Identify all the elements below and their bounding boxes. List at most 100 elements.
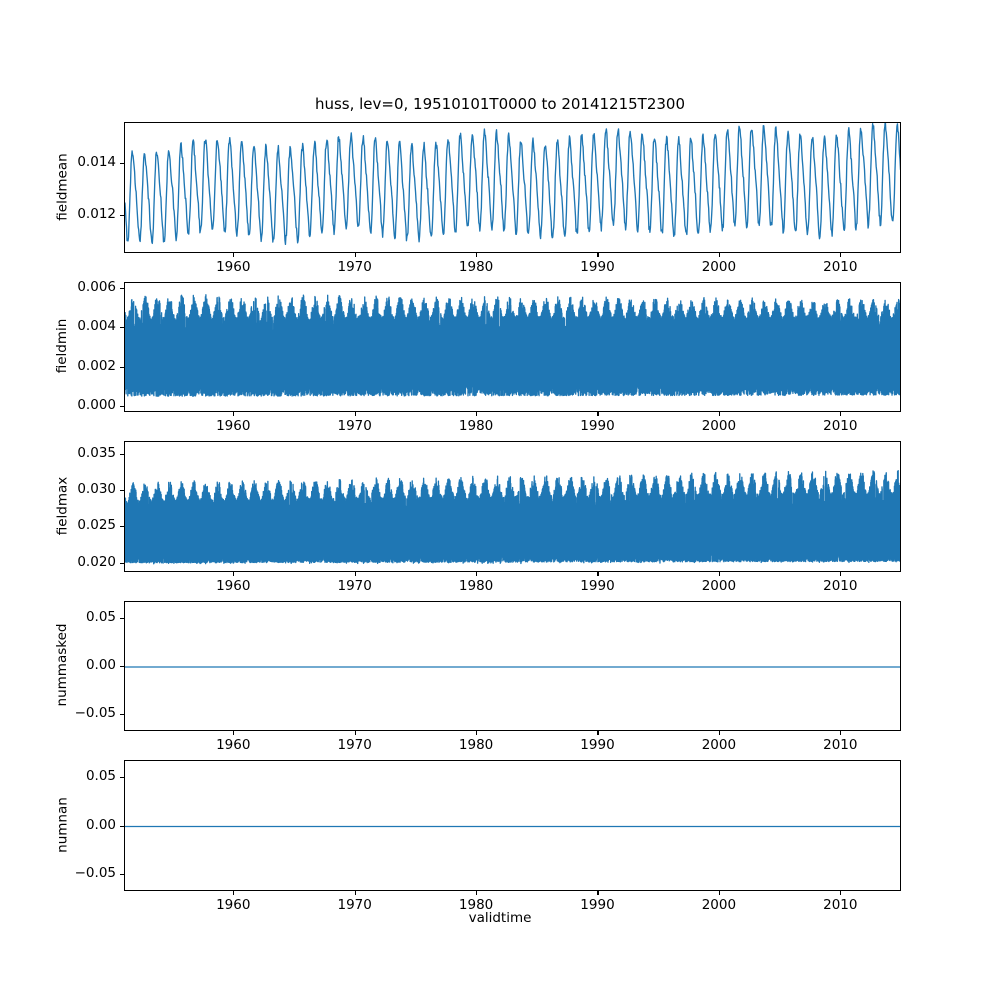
- y-tick-mark: [120, 618, 124, 620]
- y-tick-mark: [120, 777, 124, 779]
- y-tick-label: 0.05: [85, 768, 116, 785]
- x-tick-mark: [476, 572, 478, 576]
- x-tick-label: 1960: [216, 418, 251, 434]
- x-tick-mark: [597, 572, 599, 576]
- x-tick-label: 2010: [823, 418, 858, 434]
- x-tick-label: 1960: [216, 897, 251, 913]
- x-tick-mark: [233, 412, 235, 416]
- y-tick-mark: [120, 490, 124, 492]
- x-tick-label: 1990: [580, 418, 615, 434]
- y-tick-mark: [120, 287, 124, 289]
- y-tick-mark: [120, 713, 124, 715]
- x-tick-label: 1970: [337, 259, 372, 275]
- y-tick-label: 0.025: [77, 517, 116, 534]
- y-tick-mark: [120, 526, 124, 528]
- y-tick-mark: [120, 162, 124, 164]
- x-tick-mark: [597, 891, 599, 895]
- subplot-nummasked: [124, 601, 901, 731]
- x-tick-mark: [354, 412, 356, 416]
- y-tick-mark: [120, 366, 124, 368]
- x-tick-label: 2000: [701, 578, 737, 594]
- x-tick-label: 2010: [823, 897, 858, 913]
- x-tick-mark: [718, 731, 720, 735]
- y-tick-label: 0.00: [85, 816, 116, 833]
- y-tick-label: 0.006: [77, 278, 116, 295]
- subplot-fieldmin: [124, 282, 901, 412]
- figure-title: huss, lev=0, 19510101T0000 to 20141215T2…: [314, 95, 686, 113]
- y-tick-mark: [120, 873, 124, 875]
- x-tick-label: 1980: [458, 897, 494, 913]
- subplot-fieldmax: [124, 441, 901, 572]
- x-tick-label: 1980: [458, 259, 494, 275]
- x-tick-label: 1990: [580, 897, 615, 913]
- x-tick-label: 1970: [337, 737, 372, 753]
- x-tick-mark: [233, 253, 235, 257]
- x-tick-mark: [476, 412, 478, 416]
- series-canvas-nummasked: [125, 602, 900, 730]
- series-canvas-fieldmin: [125, 283, 900, 411]
- x-tick-mark: [476, 253, 478, 257]
- y-tick-label: 0.035: [77, 445, 116, 462]
- y-tick-label: 0.014: [77, 153, 116, 170]
- y-tick-label: −0.05: [74, 704, 116, 721]
- x-tick-label: 2000: [701, 418, 737, 434]
- x-tick-mark: [597, 253, 599, 257]
- x-tick-label: 1990: [580, 259, 615, 275]
- x-tick-label: 1990: [580, 578, 615, 594]
- y-tick-mark: [120, 406, 124, 408]
- y-tick-mark: [120, 215, 124, 217]
- y-tick-mark: [120, 327, 124, 329]
- x-tick-mark: [718, 572, 720, 576]
- x-tick-label: 2010: [823, 737, 858, 753]
- x-tick-label: 1970: [337, 578, 372, 594]
- x-tick-mark: [476, 731, 478, 735]
- x-tick-mark: [840, 572, 842, 576]
- series-canvas-fieldmean: [125, 123, 900, 252]
- x-tick-mark: [354, 731, 356, 735]
- x-tick-label: 1960: [216, 259, 251, 275]
- y-tick-label: 0.030: [77, 481, 116, 498]
- y-tick-label: 0.020: [77, 553, 116, 570]
- y-tick-label: 0.00: [85, 657, 116, 673]
- x-tick-mark: [718, 891, 720, 895]
- y-axis-label-fieldmean: fieldmean: [54, 152, 70, 221]
- x-tick-label: 1970: [337, 897, 372, 913]
- x-tick-mark: [718, 412, 720, 416]
- y-tick-label: 0.000: [77, 397, 116, 414]
- subplot-numnan: [124, 760, 901, 891]
- x-tick-mark: [476, 891, 478, 895]
- x-tick-mark: [233, 731, 235, 735]
- x-tick-label: 2010: [823, 578, 858, 594]
- subplot-fieldmean: [124, 122, 901, 253]
- series-canvas-numnan: [125, 761, 900, 890]
- x-tick-mark: [233, 891, 235, 895]
- y-tick-mark: [120, 454, 124, 456]
- x-tick-label: 1960: [216, 578, 251, 594]
- x-tick-mark: [233, 572, 235, 576]
- x-tick-mark: [840, 412, 842, 416]
- x-tick-mark: [597, 731, 599, 735]
- x-tick-mark: [354, 572, 356, 576]
- x-tick-label: 1980: [458, 578, 494, 594]
- x-tick-mark: [840, 731, 842, 735]
- y-tick-mark: [120, 562, 124, 564]
- x-axis-label: validtime: [468, 910, 532, 926]
- x-tick-label: 2000: [701, 737, 737, 753]
- x-tick-mark: [840, 253, 842, 257]
- x-tick-mark: [718, 253, 720, 257]
- x-tick-label: 1960: [216, 737, 251, 753]
- x-tick-mark: [354, 253, 356, 257]
- x-tick-label: 1980: [458, 737, 494, 753]
- x-tick-mark: [840, 891, 842, 895]
- x-tick-label: 1970: [337, 418, 372, 434]
- x-tick-label: 2000: [701, 897, 737, 913]
- y-tick-label: 0.012: [77, 206, 116, 222]
- x-tick-mark: [597, 412, 599, 416]
- y-axis-label-fieldmin: fieldmin: [54, 318, 70, 374]
- y-tick-label: −0.05: [74, 864, 116, 881]
- series-canvas-fieldmax: [125, 442, 900, 571]
- y-tick-label: 0.002: [77, 357, 116, 374]
- y-tick-label: 0.05: [85, 609, 116, 626]
- x-tick-mark: [354, 891, 356, 895]
